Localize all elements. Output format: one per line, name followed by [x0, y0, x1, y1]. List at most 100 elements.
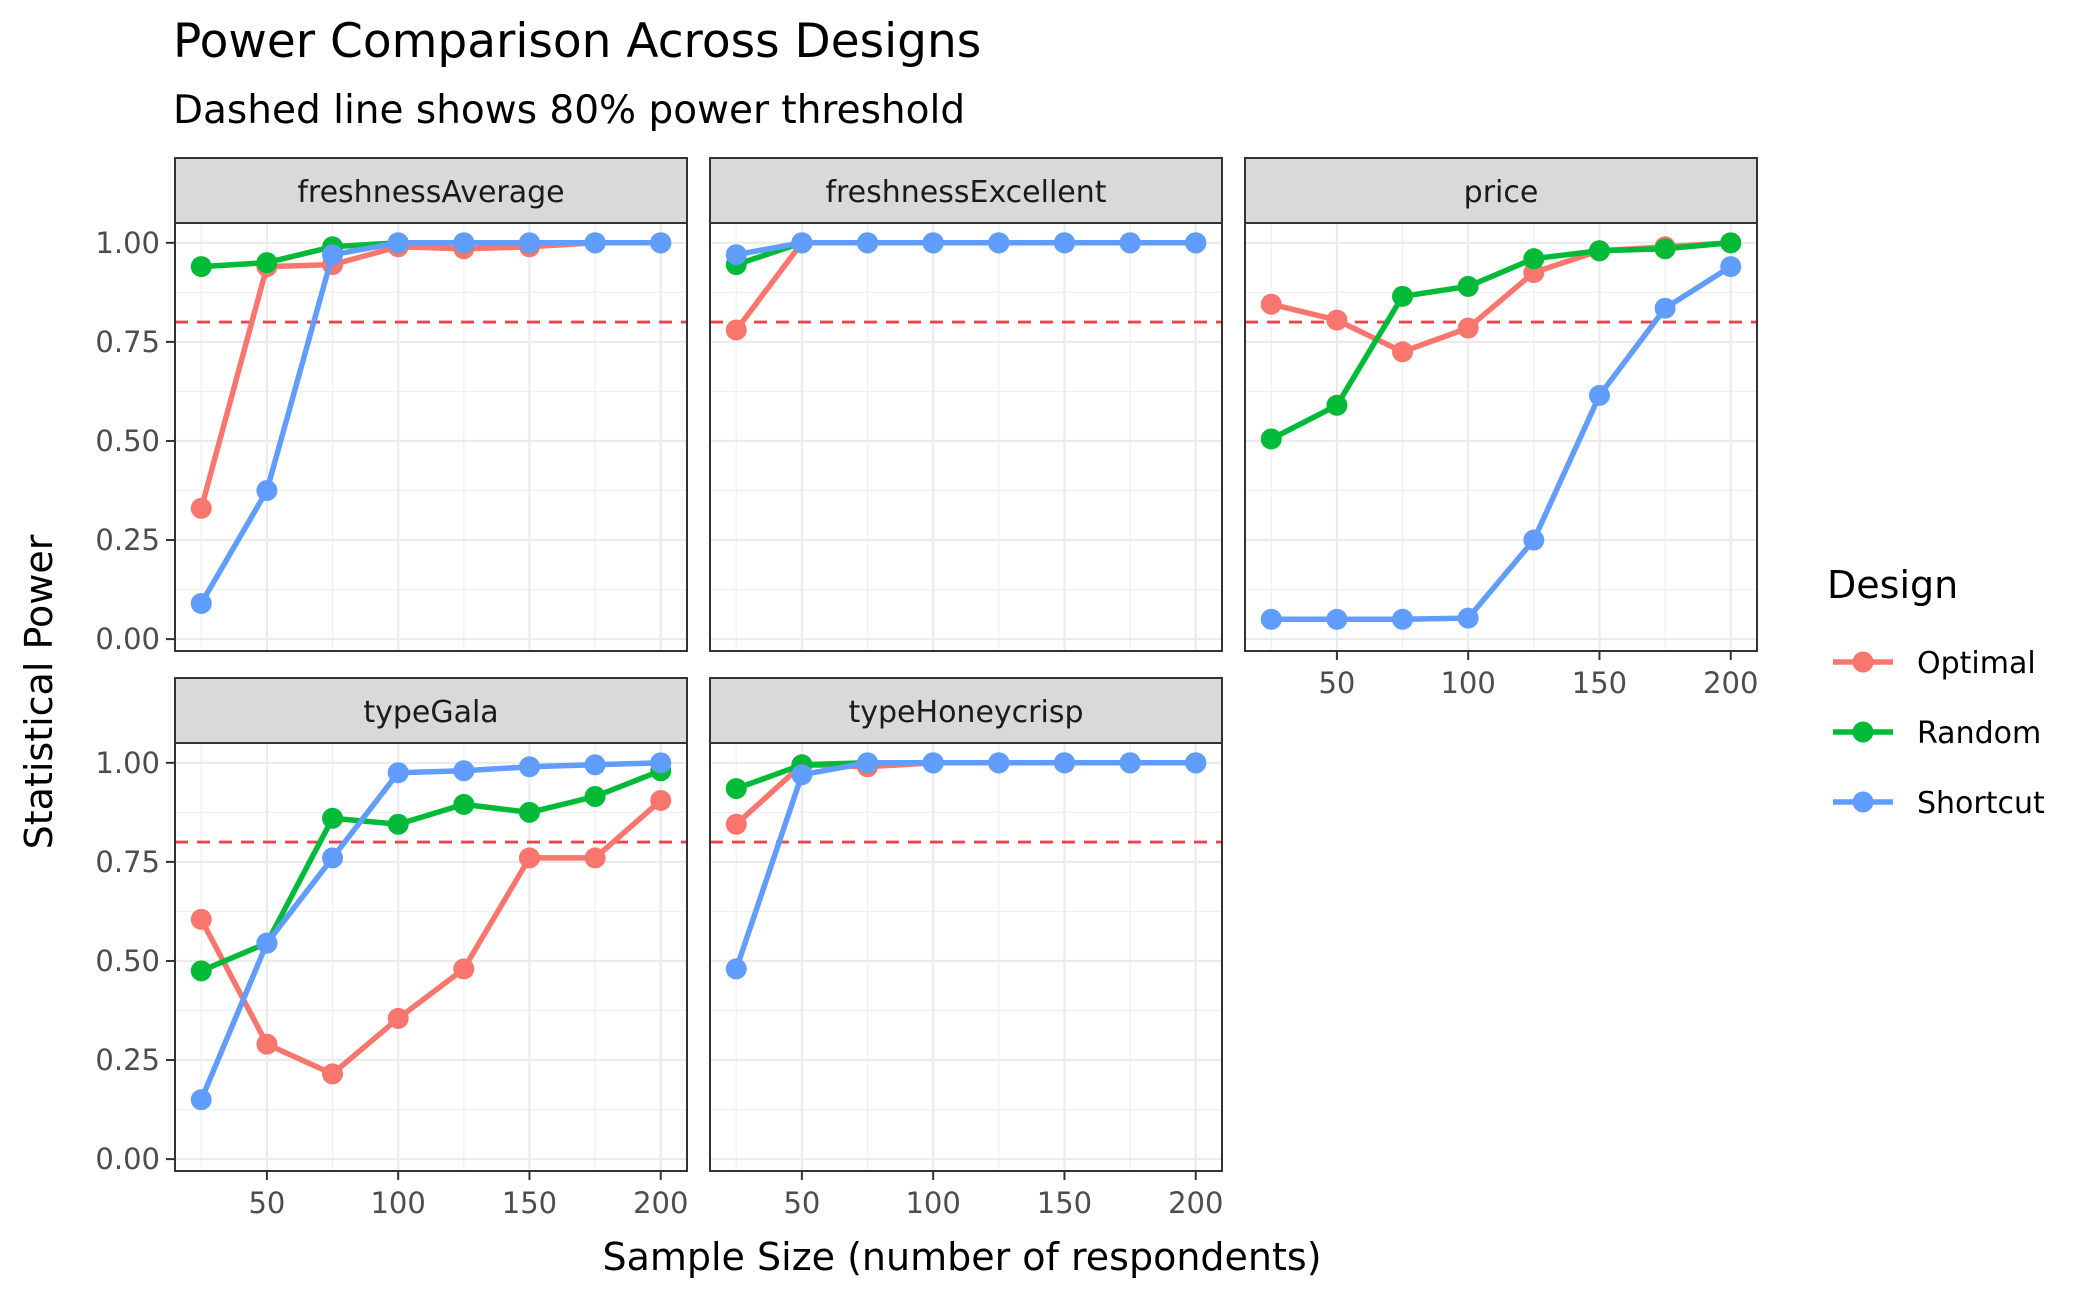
x-tick-label: 100: [905, 1186, 960, 1220]
facet-panel-price: price 50 100 150 200: [1244, 157, 1758, 700]
x-axis-title: Sample Size (number of respondents): [602, 1235, 1321, 1279]
legend-title: Design: [1827, 563, 1958, 607]
data-point-optimal: [1457, 317, 1479, 339]
facet-panels: freshnessAverage0.000.250.500.751.00fres…: [95, 157, 1758, 1220]
data-point-shortcut: [518, 232, 540, 254]
data-point-shortcut: [322, 244, 344, 266]
data-point-optimal: [1392, 341, 1414, 363]
facet-strip: [174, 157, 688, 224]
x-tick-label: 50: [1318, 666, 1355, 700]
chart-subtitle: Dashed line shows 80% power threshold: [173, 88, 965, 133]
series-line-shortcut: [733, 760, 1199, 972]
facet-strip: [174, 677, 688, 744]
x-tick-label: 50: [783, 1186, 820, 1220]
data-point-shortcut: [988, 232, 1010, 254]
data-point-shortcut: [1654, 297, 1676, 319]
data-point-random: [725, 778, 747, 800]
data-point-random: [584, 786, 606, 807]
data-point-random: [190, 960, 212, 982]
legend-label-optimal: Optimal: [1917, 646, 2036, 681]
y-tick-label: 0.00: [95, 1142, 160, 1176]
facet-strip: [709, 677, 1223, 744]
y-axis-title: Statistical Power: [17, 534, 61, 849]
data-point-optimal: [256, 1033, 278, 1055]
data-point-shortcut: [1457, 607, 1479, 629]
data-point-shortcut: [988, 752, 1010, 774]
x-tick-label: 50: [248, 1186, 285, 1220]
data-point-random: [1457, 275, 1479, 297]
series-line-random: [198, 767, 664, 974]
y-tick-label: 0.50: [95, 944, 160, 978]
data-point-optimal: [190, 497, 212, 519]
x-tick-label: 100: [1440, 666, 1495, 700]
y-tick-label: 1.00: [95, 226, 160, 260]
facet-strip: [709, 157, 1223, 224]
data-point-shortcut: [190, 592, 212, 614]
panel-border: [1244, 222, 1758, 652]
data-point-shortcut: [256, 480, 278, 501]
data-point-shortcut: [1053, 752, 1075, 774]
x-tick-label: 100: [370, 1186, 425, 1220]
y-tick-label: 0.00: [95, 622, 160, 656]
series-line-random: [1268, 240, 1734, 442]
data-point-optimal: [725, 813, 747, 835]
data-point-shortcut: [650, 232, 672, 254]
data-point-random: [1326, 394, 1348, 416]
series-line-shortcut: [1268, 263, 1734, 623]
series-line-optimal: [198, 797, 664, 1077]
legend-key-point: [1852, 721, 1874, 743]
data-point-random: [518, 801, 540, 823]
facet-strip-label: typeGala: [363, 695, 498, 730]
panel-background: [710, 223, 1222, 651]
data-point-shortcut: [1326, 608, 1348, 630]
x-tick-label: 200: [1703, 666, 1758, 700]
panel-border: [174, 222, 688, 652]
data-point-random: [387, 813, 409, 835]
data-point-shortcut: [791, 232, 813, 254]
data-point-shortcut: [1119, 232, 1141, 254]
y-tick-label: 0.75: [95, 325, 160, 359]
data-point-random: [1654, 238, 1676, 260]
facet-strip: [1244, 157, 1758, 224]
data-point-shortcut: [857, 232, 879, 254]
y-tick-label: 0.25: [95, 523, 160, 557]
data-point-shortcut: [922, 752, 944, 774]
data-point-random: [1392, 285, 1414, 307]
x-tick-label: 150: [502, 1186, 557, 1220]
data-point-optimal: [322, 1063, 344, 1085]
data-point-shortcut: [725, 244, 747, 266]
data-point-optimal: [518, 847, 540, 869]
data-point-shortcut: [650, 752, 672, 774]
facet-strip-label: price: [1464, 175, 1539, 210]
data-point-shortcut: [453, 232, 475, 254]
data-point-shortcut: [518, 756, 540, 778]
data-point-shortcut: [857, 752, 879, 774]
data-point-optimal: [1326, 309, 1348, 331]
data-point-shortcut: [791, 764, 813, 786]
data-point-optimal: [584, 847, 606, 869]
legend-key-point: [1852, 791, 1874, 813]
data-point-optimal: [725, 319, 747, 341]
legend-key-point: [1852, 651, 1874, 673]
panel-background: [175, 223, 687, 651]
y-tick-label: 0.50: [95, 424, 160, 458]
x-tick-label: 200: [633, 1186, 688, 1220]
y-tick-label: 0.25: [95, 1043, 160, 1077]
data-point-optimal: [190, 908, 212, 930]
data-point-shortcut: [1588, 384, 1610, 406]
data-point-shortcut: [256, 932, 278, 954]
data-point-shortcut: [387, 232, 409, 254]
data-point-optimal: [650, 789, 672, 811]
series-line-shortcut: [198, 240, 664, 607]
panel-border: [174, 742, 688, 1172]
data-point-random: [190, 256, 212, 278]
data-point-shortcut: [453, 760, 475, 782]
series-line-shortcut: [733, 240, 1199, 258]
facet-strip-label: freshnessExcellent: [825, 175, 1106, 210]
data-point-shortcut: [584, 754, 606, 776]
data-point-random: [256, 252, 278, 274]
y-tick-label: 1.00: [95, 746, 160, 780]
facet-panel-freshnessAverage: freshnessAverage 0.00 0.25 0.50 0.75 1.00: [95, 157, 688, 656]
data-point-random: [1588, 240, 1610, 262]
data-point-shortcut: [1185, 752, 1207, 774]
